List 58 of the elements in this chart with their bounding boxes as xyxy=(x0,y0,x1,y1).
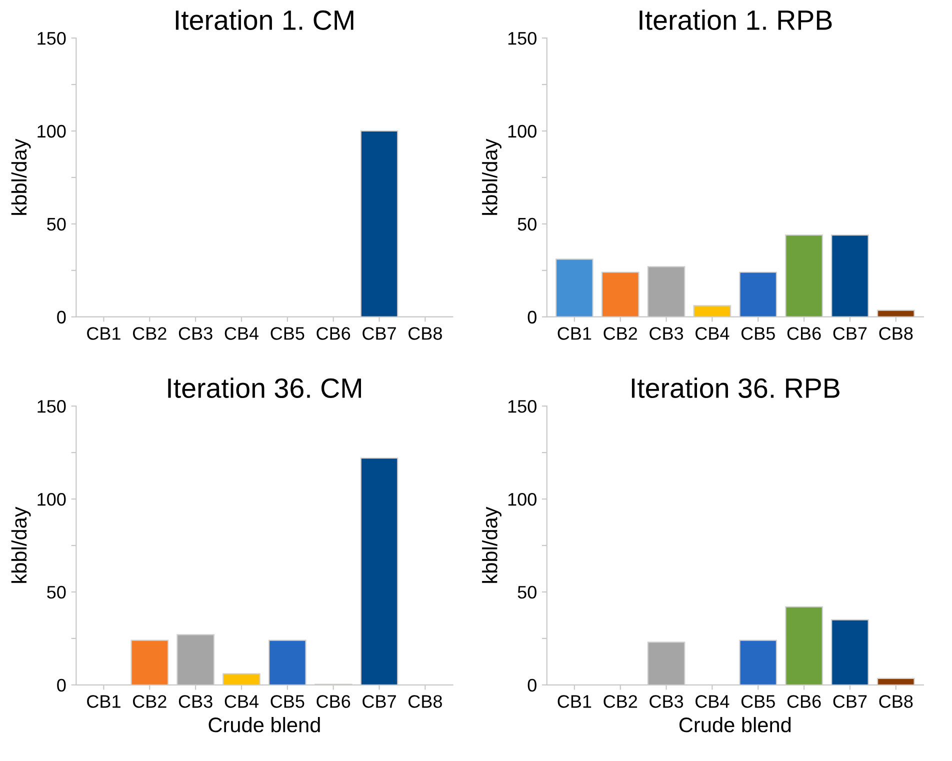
x-axis-title: Crude blend xyxy=(208,717,320,732)
x-tick-label: CB7 xyxy=(833,327,867,340)
x-tick-label: CB5 xyxy=(270,327,304,340)
x-tick-label: CB1 xyxy=(87,695,120,708)
x-tick-label: CB7 xyxy=(362,327,396,340)
y-tick-label: 0 xyxy=(57,678,66,692)
y-tick-label: 0 xyxy=(528,310,536,324)
x-tick-label: CB1 xyxy=(558,695,592,708)
y-tick-label: 150 xyxy=(508,400,536,413)
y-tick-label: 150 xyxy=(38,32,66,45)
x-tick-label: CB1 xyxy=(558,327,592,340)
chart-title: Iteration 36. RPB xyxy=(632,378,840,398)
x-tick-label: CB4 xyxy=(224,327,259,340)
x-tick-label: CB3 xyxy=(650,327,684,340)
x-tick-label: CB4 xyxy=(696,695,730,708)
y-axis-title: kbbl/day xyxy=(11,506,31,583)
x-tick-label: CB5 xyxy=(741,327,775,340)
y-tick-label: 50 xyxy=(518,586,536,599)
x-tick-label: CB7 xyxy=(362,695,396,708)
x-tick-label: CB8 xyxy=(408,327,442,340)
y-tick-label: 150 xyxy=(38,400,66,413)
x-tick-label: CB6 xyxy=(316,327,350,340)
chart-title: Iteration 1. RPB xyxy=(640,10,832,30)
x-tick-label: CB2 xyxy=(132,327,166,340)
y-tick-label: 100 xyxy=(38,492,66,506)
x-tick-label: CB7 xyxy=(833,695,867,708)
x-tick-label: CB6 xyxy=(787,327,821,340)
x-tick-label: CB3 xyxy=(178,327,212,340)
y-tick-label: 0 xyxy=(528,678,536,692)
y-tick-label: 100 xyxy=(38,124,66,138)
x-tick-label: CB4 xyxy=(696,327,730,340)
y-axis-title: kbbl/day xyxy=(482,138,502,215)
x-tick-label: CB5 xyxy=(741,695,775,708)
x-tick-label: CB6 xyxy=(316,695,350,708)
y-tick-label: 150 xyxy=(508,32,536,45)
chart-title: Iteration 36. CM xyxy=(168,378,361,398)
x-axis-title: Crude blend xyxy=(679,717,791,732)
y-tick-label: 50 xyxy=(518,218,536,231)
x-tick-label: CB8 xyxy=(879,327,913,340)
x-tick-label: CB1 xyxy=(87,327,120,340)
y-tick-label: 50 xyxy=(47,218,66,231)
x-tick-label: CB6 xyxy=(787,695,821,708)
y-tick-label: 100 xyxy=(508,124,536,138)
y-axis-title: kbbl/day xyxy=(482,506,502,583)
x-tick-label: CB2 xyxy=(604,695,638,708)
x-tick-label: CB2 xyxy=(604,327,638,340)
x-tick-label: CB3 xyxy=(650,695,684,708)
x-tick-label: CB5 xyxy=(270,695,304,708)
y-tick-label: 50 xyxy=(47,586,66,599)
x-tick-label: CB8 xyxy=(879,695,913,708)
x-tick-label: CB2 xyxy=(132,695,166,708)
chart-title: Iteration 1. CM xyxy=(176,10,354,30)
y-tick-label: 0 xyxy=(57,310,66,324)
x-tick-label: CB8 xyxy=(408,695,442,708)
y-tick-label: 100 xyxy=(508,492,536,506)
y-axis-title: kbbl/day xyxy=(11,138,31,215)
x-tick-label: CB4 xyxy=(224,695,259,708)
x-tick-label: CB3 xyxy=(178,695,212,708)
